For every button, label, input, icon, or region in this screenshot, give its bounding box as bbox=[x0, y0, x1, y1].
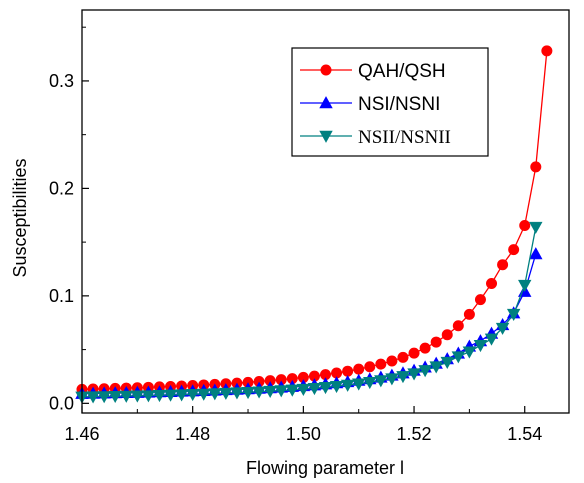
data-point bbox=[529, 247, 543, 260]
data-point bbox=[497, 259, 509, 271]
legend-label: QAH/QSH bbox=[358, 61, 446, 82]
data-point bbox=[430, 336, 442, 348]
data-point bbox=[363, 377, 377, 390]
data-point bbox=[484, 333, 499, 346]
legend-marker bbox=[319, 96, 333, 109]
data-point bbox=[506, 308, 521, 321]
x-axis: 1.46 1.48 1.50 1.52 1.54 bbox=[64, 406, 542, 444]
data-point bbox=[463, 308, 475, 320]
data-point bbox=[419, 342, 431, 354]
data-point bbox=[86, 391, 100, 404]
legend-item: QAH/QSH bbox=[300, 61, 446, 82]
data-point bbox=[518, 279, 532, 292]
data-point bbox=[418, 365, 432, 378]
data-point bbox=[342, 365, 354, 377]
data-point bbox=[274, 385, 288, 398]
legend-marker bbox=[320, 64, 332, 76]
y-axis-label: Susceptibilities bbox=[10, 158, 30, 277]
data-point bbox=[462, 346, 477, 359]
data-point bbox=[208, 388, 222, 401]
data-point bbox=[407, 368, 421, 381]
data-point bbox=[452, 320, 464, 332]
y-axis: 0.0 0.1 0.2 0.3 bbox=[49, 26, 89, 413]
data-point bbox=[374, 375, 388, 388]
data-point bbox=[174, 389, 189, 402]
y-tick-label: 0.2 bbox=[49, 178, 74, 198]
series-line bbox=[81, 253, 537, 395]
data-point bbox=[375, 358, 387, 370]
data-point bbox=[530, 161, 542, 173]
legend-marker bbox=[319, 130, 333, 143]
data-point bbox=[529, 221, 543, 234]
x-axis-label: Flowing parameter l bbox=[246, 458, 404, 478]
y-tick-label: 0.3 bbox=[49, 71, 74, 91]
x-tick-label: 1.50 bbox=[286, 424, 321, 444]
data-point bbox=[163, 389, 178, 402]
data-point bbox=[97, 391, 111, 404]
data-point bbox=[429, 361, 443, 374]
plot-frame bbox=[81, 9, 570, 414]
legend-item: NSII/NSNII bbox=[300, 127, 451, 148]
data-point bbox=[519, 219, 531, 231]
data-point bbox=[474, 294, 486, 306]
data-point bbox=[386, 355, 398, 367]
data-point bbox=[119, 390, 133, 403]
data-point bbox=[495, 322, 510, 335]
data-point bbox=[385, 373, 399, 386]
data-point bbox=[397, 351, 409, 363]
data-point bbox=[263, 385, 277, 399]
x-tick-label: 1.52 bbox=[397, 424, 432, 444]
legend-label: NSII/NSNII bbox=[358, 127, 451, 148]
data-point bbox=[318, 382, 333, 395]
data-point bbox=[473, 340, 488, 353]
data-point bbox=[451, 351, 466, 364]
data-point bbox=[241, 386, 255, 400]
data-point bbox=[340, 379, 355, 392]
y-tick-label: 0.1 bbox=[49, 286, 74, 306]
plot-marks bbox=[75, 45, 553, 404]
data-point bbox=[197, 388, 211, 401]
data-point bbox=[152, 390, 167, 403]
data-point bbox=[307, 383, 322, 396]
data-point bbox=[353, 363, 365, 375]
data-point bbox=[541, 45, 553, 57]
data-point bbox=[130, 390, 145, 403]
data-point bbox=[440, 356, 454, 369]
data-point bbox=[508, 244, 520, 256]
data-point bbox=[408, 347, 420, 359]
data-point bbox=[108, 390, 122, 404]
y-tick-label: 0.0 bbox=[49, 393, 74, 413]
x-tick-label: 1.46 bbox=[64, 424, 99, 444]
series-2 bbox=[75, 221, 543, 404]
data-point bbox=[486, 278, 498, 290]
data-point bbox=[185, 389, 200, 402]
data-point bbox=[296, 383, 311, 396]
data-point bbox=[396, 371, 410, 384]
data-point bbox=[230, 387, 244, 400]
x-tick-label: 1.48 bbox=[175, 424, 210, 444]
legend: QAH/QSH NSI/NSNI NSII/NSNII bbox=[291, 47, 489, 157]
data-point bbox=[364, 361, 376, 373]
x-tick-label: 1.54 bbox=[507, 424, 542, 444]
legend-label: NSI/NSNI bbox=[358, 94, 440, 115]
legend-item: NSI/NSNI bbox=[300, 94, 440, 115]
series-1 bbox=[75, 247, 543, 399]
data-point bbox=[219, 387, 233, 400]
data-point bbox=[329, 380, 344, 394]
data-point bbox=[441, 329, 453, 341]
data-point bbox=[252, 386, 266, 399]
data-point bbox=[141, 390, 156, 403]
data-point bbox=[285, 384, 300, 397]
data-point bbox=[351, 378, 366, 391]
